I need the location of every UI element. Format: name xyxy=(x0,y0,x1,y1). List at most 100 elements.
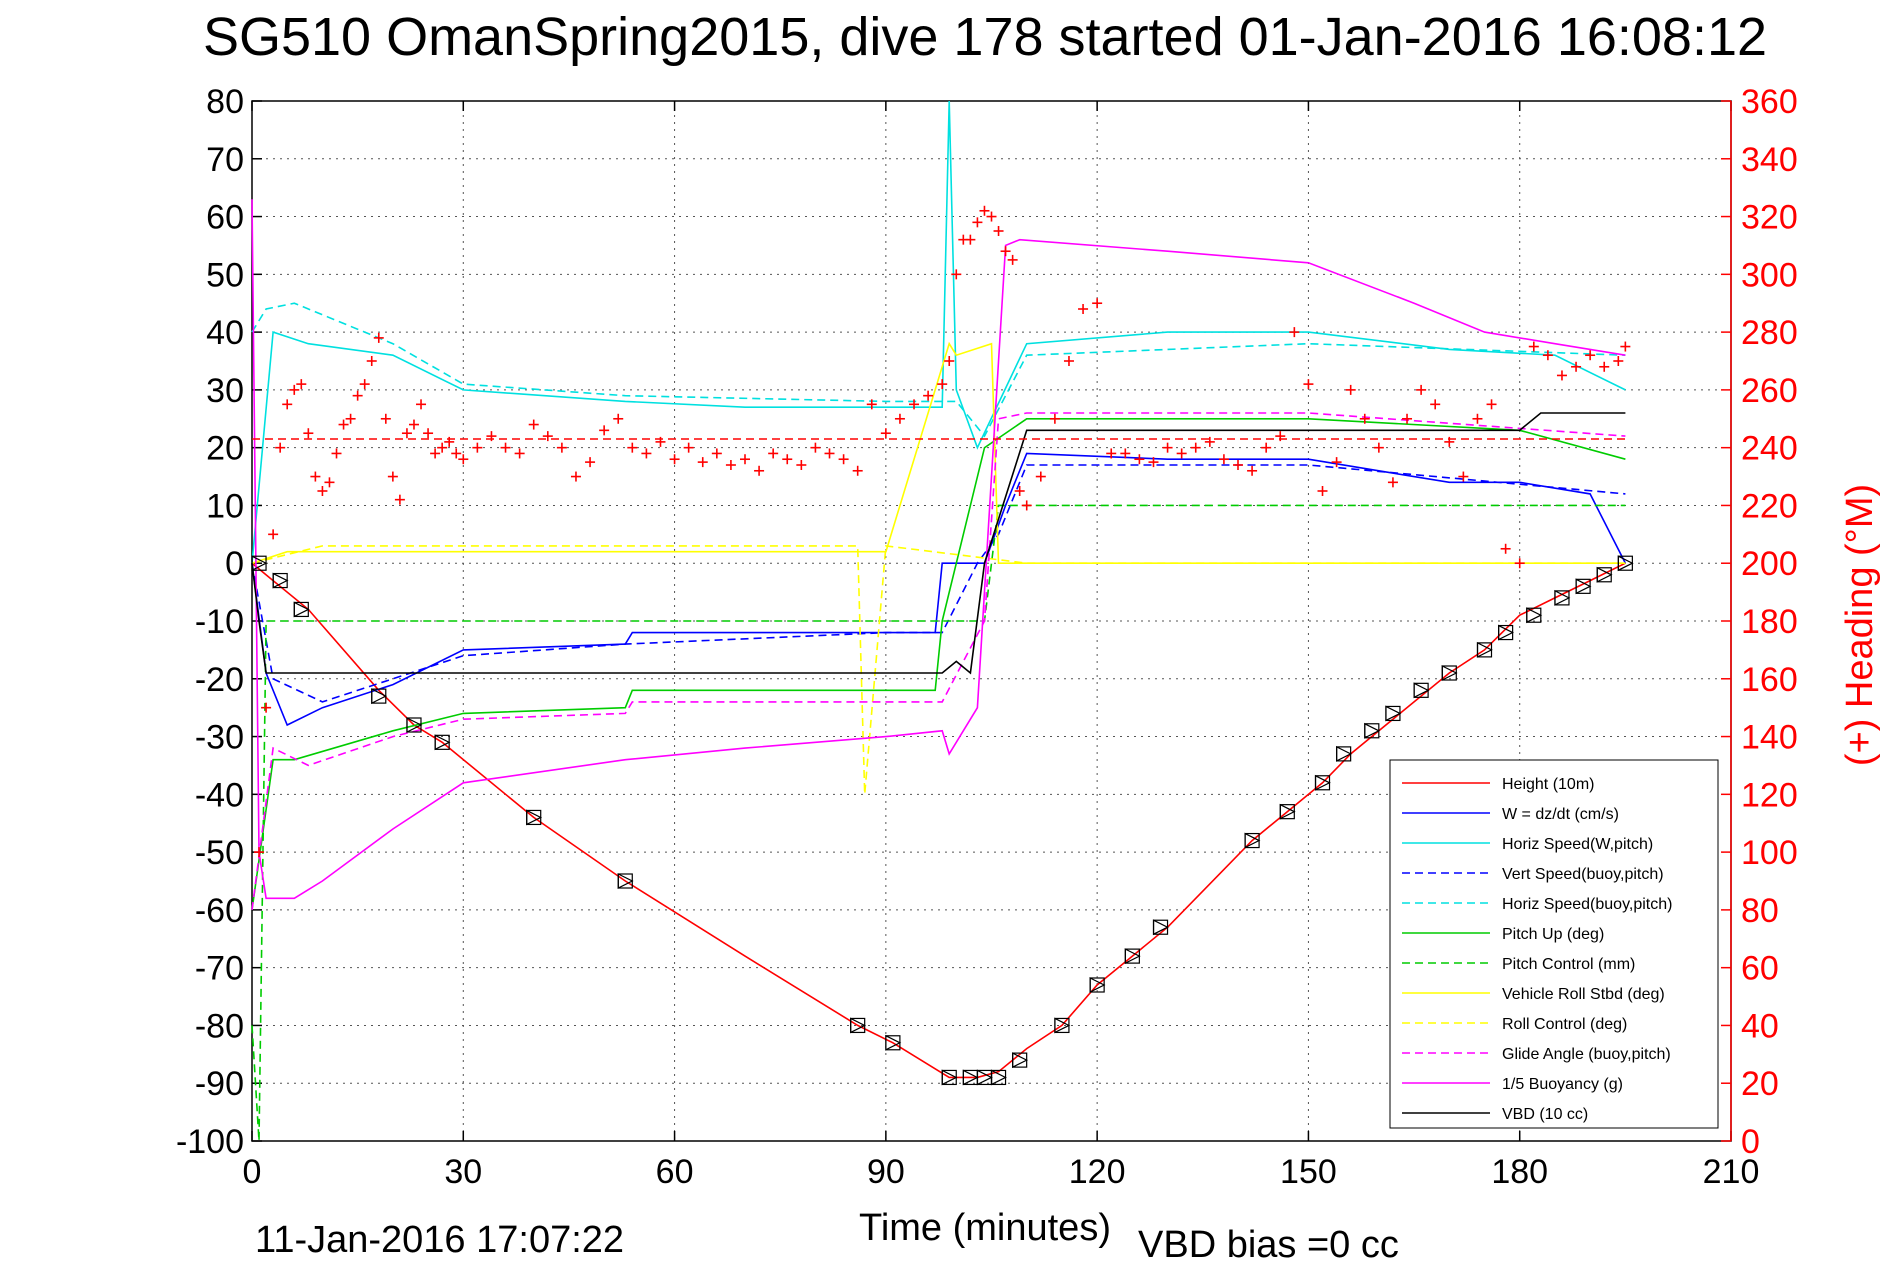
legend-label: Height (10m) xyxy=(1502,776,1594,793)
heading-mark xyxy=(303,428,314,439)
legend-entry: Pitch Up (deg) xyxy=(1402,926,1604,943)
y-tick-label: -70 xyxy=(195,950,244,988)
heading-mark xyxy=(1373,442,1384,453)
heading-mark xyxy=(711,448,722,459)
depth-marker xyxy=(885,1034,902,1051)
legend-entry: Horiz Speed(W,pitch) xyxy=(1402,836,1653,853)
depth-marker xyxy=(272,572,289,589)
heading-mark xyxy=(1007,254,1018,265)
y-tick-labels-left: 80 70 60 50 40 30 20 10 0 -10 -20 -30 -40 -50 -60 -70 -8… xyxy=(176,83,244,1161)
heading-mark xyxy=(423,428,434,439)
series-line-3 xyxy=(251,464,1626,703)
heading-mark xyxy=(697,457,708,468)
legend-label: 1/5 Buoyancy (g) xyxy=(1502,1076,1623,1093)
heading-mark xyxy=(1233,460,1243,470)
y-right-tick-label: 320 xyxy=(1741,199,1798,237)
depth-marker xyxy=(526,809,543,826)
depth-marker xyxy=(1554,589,1571,606)
heading-mark xyxy=(275,442,286,453)
series-line-5 xyxy=(251,417,1626,911)
legend-label: Horiz Speed(buoy,pitch) xyxy=(1502,896,1672,913)
heading-mark xyxy=(282,399,293,410)
heading-mark xyxy=(1148,457,1159,468)
heading-mark xyxy=(599,425,610,436)
footer-vbd-bias: VBD bias =0 cc xyxy=(1138,1224,1399,1262)
heading-marks-layer xyxy=(254,205,1631,858)
x-tick-label: 150 xyxy=(1280,1153,1337,1191)
heading-mark xyxy=(331,448,342,459)
legend-label: Glide Angle (buoy,pitch) xyxy=(1502,1046,1671,1063)
heading-mark xyxy=(1613,356,1624,366)
x-tick-label: 180 xyxy=(1491,1153,1548,1191)
depth-marker xyxy=(1279,803,1296,820)
series-line-9 xyxy=(251,412,1626,911)
y-tick-labels-right: 3603403203002802602402202001801601401201… xyxy=(1741,83,1798,1161)
depth-marker xyxy=(1012,1052,1029,1069)
heading-mark xyxy=(570,471,581,482)
legend-entry: Glide Angle (buoy,pitch) xyxy=(1402,1046,1671,1063)
heading-mark xyxy=(1317,486,1328,496)
depth-marker xyxy=(1336,745,1352,762)
y-tick-label: -80 xyxy=(195,1007,244,1045)
depth-marker xyxy=(251,555,268,572)
heading-mark xyxy=(965,234,976,245)
x-tick-label: 90 xyxy=(867,1153,905,1191)
y-tick-label: -100 xyxy=(176,1123,244,1161)
depth-marker xyxy=(1152,919,1169,936)
heading-mark xyxy=(1035,471,1046,482)
heading-mark xyxy=(1049,413,1060,424)
y-tick-label: 0 xyxy=(225,545,244,583)
heading-mark xyxy=(951,269,962,280)
heading-mark xyxy=(1444,436,1455,447)
heading-mark xyxy=(1528,341,1539,352)
heading-mark xyxy=(683,442,694,453)
legend: Height (10m) W = dz/dt (cm/s) Horiz Speed(… xyxy=(1389,759,1719,1129)
heading-mark xyxy=(1514,558,1525,569)
y-tick-label: 50 xyxy=(206,256,244,294)
heading-mark xyxy=(514,448,525,459)
y-right-tick-label: 240 xyxy=(1741,430,1798,468)
y-tick-label: -90 xyxy=(195,1065,244,1103)
heading-mark xyxy=(1458,471,1469,482)
heading-mark xyxy=(1620,341,1631,352)
depth-marker xyxy=(1441,665,1458,681)
heading-mark xyxy=(1303,379,1314,390)
series-line-6 xyxy=(251,504,1626,1142)
heading-mark xyxy=(754,465,765,476)
y-right-tick-label: 280 xyxy=(1741,314,1798,352)
heading-mark xyxy=(296,379,307,390)
depth-marker xyxy=(293,601,310,618)
heading-mark xyxy=(359,379,370,390)
depth-marker xyxy=(1526,607,1543,624)
heading-mark xyxy=(1556,370,1567,381)
heading-mark xyxy=(669,454,680,465)
heading-mark xyxy=(1486,399,1497,410)
heading-mark xyxy=(317,486,328,496)
heading-mark xyxy=(627,442,638,453)
heading-mark xyxy=(655,436,666,447)
heading-mark xyxy=(486,431,497,442)
y-tick-label: 20 xyxy=(206,430,244,468)
depth-marker xyxy=(941,1069,958,1086)
heading-mark xyxy=(838,454,849,465)
heading-mark xyxy=(338,419,349,430)
y-right-tick-label: 260 xyxy=(1741,372,1798,410)
heading-mark xyxy=(866,399,877,410)
depth-marker xyxy=(1498,624,1514,641)
depth-marker xyxy=(1089,977,1106,993)
depth-marker xyxy=(1596,566,1613,583)
heading-mark xyxy=(1416,384,1427,395)
heading-mark xyxy=(937,379,948,390)
y-right-tick-label: 340 xyxy=(1741,141,1798,179)
series-line-10 xyxy=(251,199,1626,900)
heading-mark xyxy=(1289,327,1300,338)
depth-marker xyxy=(990,1069,1007,1086)
heading-mark xyxy=(923,390,934,401)
depth-marker xyxy=(1124,948,1141,965)
y-tick-label: -10 xyxy=(195,603,244,641)
heading-mark xyxy=(993,226,1004,236)
x-axis-label: Time (minutes) xyxy=(859,1207,1111,1249)
heading-mark xyxy=(444,436,455,447)
heading-mark xyxy=(1571,361,1582,372)
depth-marker xyxy=(1575,578,1592,595)
